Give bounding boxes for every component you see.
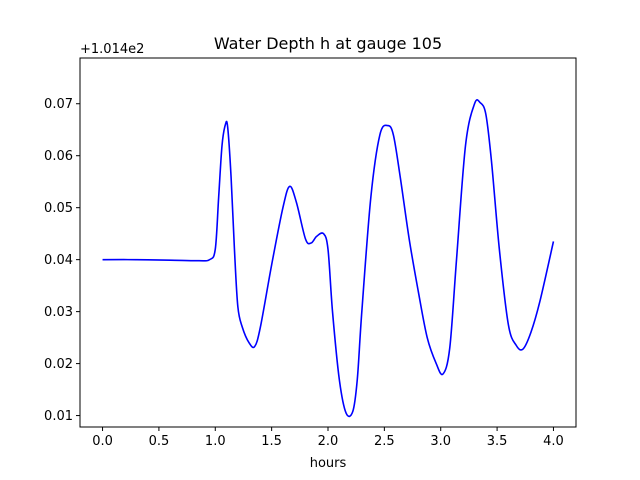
x-tick-label: 0.0 xyxy=(92,434,113,449)
y-offset-label: +1.014e2 xyxy=(80,42,144,57)
x-tick-label: 3.5 xyxy=(487,434,508,449)
x-tick-label: 1.0 xyxy=(205,434,226,449)
y-tick-label: 0.02 xyxy=(44,357,73,372)
axis-ticks: 0.0 0.5 1.0 1.5 2.0 2.5 3.0 3.5 4.0 0.01 0.02 0.03 0… xyxy=(44,97,564,449)
y-tick-label: 0.01 xyxy=(44,409,73,424)
x-tick-label: 2.0 xyxy=(318,434,339,449)
y-tick-label: 0.03 xyxy=(44,305,73,320)
x-tick-label: 4.0 xyxy=(543,434,564,449)
x-tick-label: 0.5 xyxy=(149,434,170,449)
x-tick-label: 2.5 xyxy=(374,434,395,449)
y-tick-label: 0.05 xyxy=(44,201,73,216)
x-tick-label: 3.0 xyxy=(430,434,451,449)
plot-frame xyxy=(79,57,577,428)
x-axis-label: hours xyxy=(310,456,347,471)
y-tick-label: 0.07 xyxy=(44,97,73,112)
plot-area xyxy=(102,99,555,418)
series-line xyxy=(102,99,555,418)
y-tick-label: 0.06 xyxy=(44,149,73,164)
y-tick-label: 0.04 xyxy=(44,253,73,268)
x-tick-label: 1.5 xyxy=(261,434,282,449)
chart-title: Water Depth h at gauge 105 xyxy=(214,34,442,53)
